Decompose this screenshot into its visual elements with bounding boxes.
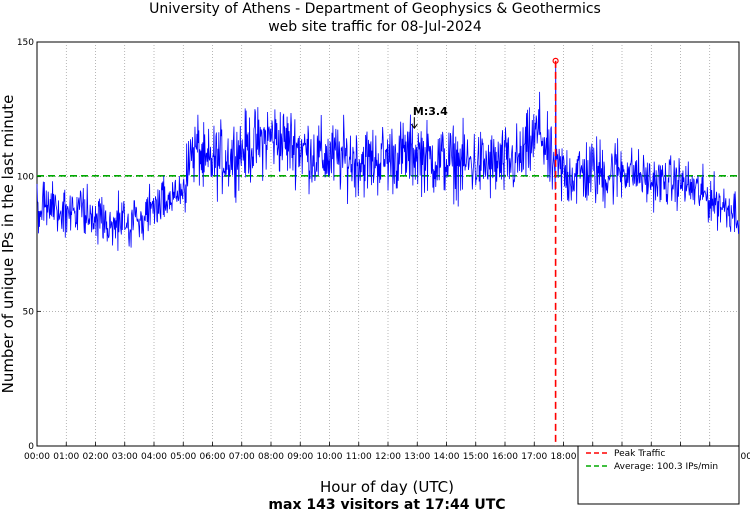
legend: Peak Traffic Average: 100.3 IPs/min [577, 445, 740, 505]
x-tick-label: 00:00 [24, 452, 50, 462]
x-tick-label: 09:00 [287, 452, 313, 462]
x-tick-label: 12:00 [375, 452, 401, 462]
chart-title: University of Athens - Department of Geo… [149, 1, 601, 17]
x-tick-label: 02:00 [83, 452, 109, 462]
x-tick-label: 11:00 [346, 452, 372, 462]
visitors-series-line [36, 60, 740, 251]
y-axis-ticks: 0 50 100 150 [17, 38, 41, 452]
x-tick-label: 14:00 [434, 452, 460, 462]
annotation-label: M:3.4 [413, 105, 448, 118]
annotation-arrowhead [410, 123, 418, 130]
y-axis-label: Number of unique IPs in the last minute [0, 95, 17, 394]
x-tick-label: 06:00 [200, 452, 226, 462]
x-tick-label: 13:00 [404, 452, 430, 462]
grid-lines [37, 42, 739, 446]
legend-average-label: Average: 100.3 IPs/min [614, 462, 718, 472]
x-tick-label: 08:00 [258, 452, 284, 462]
max-visitors-text: max 143 visitors at 17:44 UTC [268, 497, 505, 511]
chart-subtitle: web site traffic for 08-Jul-2024 [268, 19, 482, 35]
peak-marker [552, 57, 559, 64]
x-tick-label: 10:00 [317, 452, 343, 462]
x-tick-label: 16:00 [492, 452, 518, 462]
x-axis-label: Hour of day (UTC) [320, 478, 454, 496]
y-tick-label: 0 [28, 442, 34, 452]
x-tick-label: 01:00 [53, 452, 79, 462]
x-tick-label: 03:00 [112, 452, 138, 462]
legend-peak-label: Peak Traffic [614, 449, 665, 459]
x-tick-label: 18:00 [551, 452, 577, 462]
x-tick-label: 15:00 [463, 452, 489, 462]
y-tick-label: 100 [17, 173, 34, 183]
y-tick-label: 50 [23, 307, 35, 317]
y-tick-label: 150 [17, 38, 34, 48]
x-tick-label: 07:00 [229, 452, 255, 462]
x-tick-label: 17:00 [521, 452, 547, 462]
legend-box [577, 445, 740, 505]
x-tick-label: 04:00 [141, 452, 167, 462]
x-tick-label: 05:00 [170, 452, 196, 462]
